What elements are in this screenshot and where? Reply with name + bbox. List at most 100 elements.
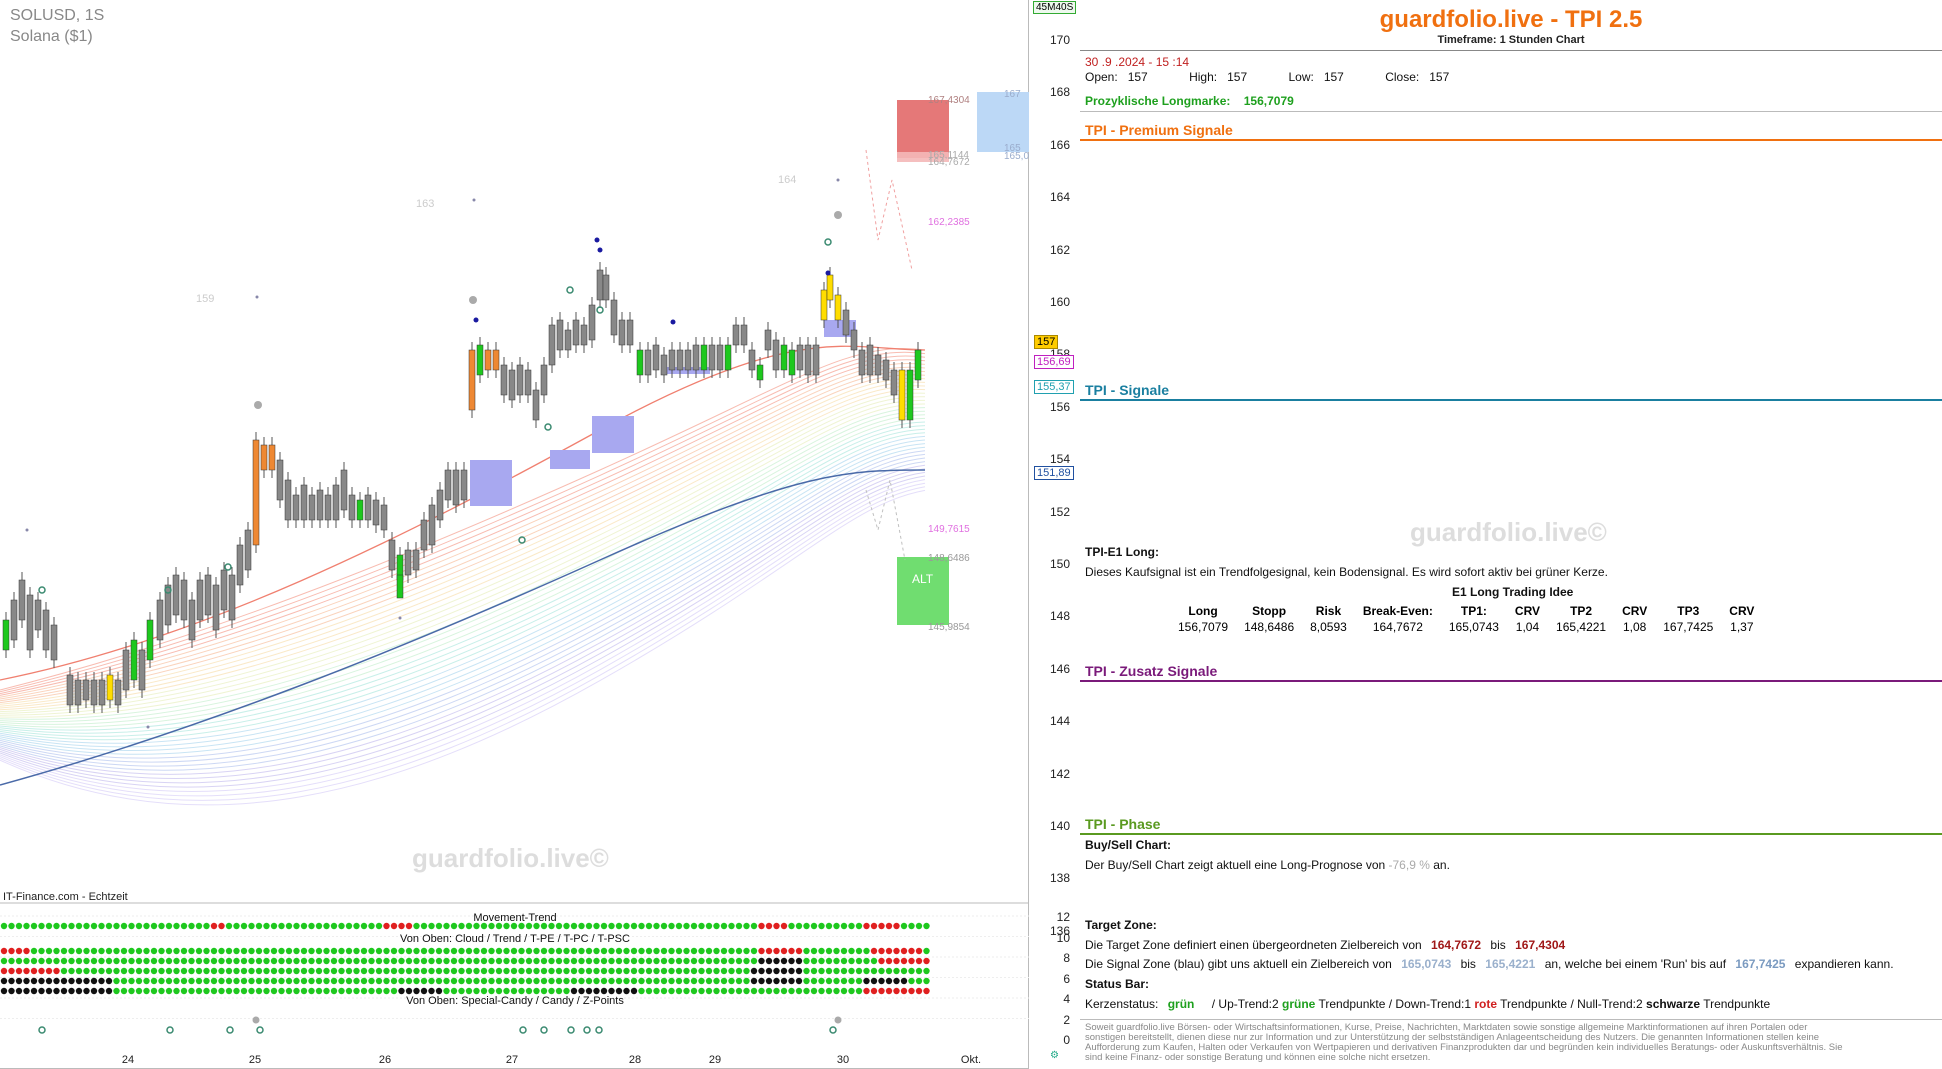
ma-ribbon: [0, 439, 926, 748]
signal-zone-to: 165,4221: [1485, 957, 1536, 971]
trend-dot: [660, 922, 668, 930]
candle-body: [652, 344, 660, 371]
signal-dot: [473, 317, 479, 323]
status-up-tail: Trendpunkte: [1318, 997, 1386, 1011]
trend-dot: [578, 967, 585, 975]
trend-dot: [383, 957, 390, 965]
x-axis-label: 27: [506, 1054, 518, 1066]
projection-line: [865, 149, 913, 271]
trend-dot: [53, 977, 60, 985]
symbol-label: SOLUSD, 1S: [10, 7, 105, 24]
trend-dot: [0, 947, 8, 955]
trend-dot: [458, 957, 465, 965]
trend-dot: [195, 987, 203, 995]
ma-ribbon: [0, 486, 926, 801]
trend-dot: [788, 967, 795, 975]
trend-dot: [248, 957, 255, 965]
trend-dot: [720, 922, 728, 930]
trend-dot: [90, 957, 98, 965]
trend-dot: [173, 922, 180, 930]
candle-body: [452, 469, 460, 506]
trend-dot: [413, 922, 420, 930]
trend-dot: [810, 922, 818, 930]
trend-dot: [840, 957, 848, 965]
candle-body: [804, 344, 812, 376]
trend-dot: [323, 967, 330, 975]
trend-dot: [345, 967, 353, 975]
trend-dot: [855, 957, 863, 965]
trend-dot: [233, 987, 240, 995]
signal-circle: [224, 563, 232, 571]
trend-dot: [15, 957, 23, 965]
trend-dot: [383, 967, 390, 975]
price-axis[interactable]: 45M40S 170168166164162160158156154152150…: [1030, 0, 1078, 1069]
trend-dot: [248, 987, 255, 995]
trend-dot: [420, 947, 428, 955]
ohlc-row: Open: 157 High: 157 Low: 157 Close: 157: [1085, 70, 1459, 84]
trend-dot: [105, 967, 113, 975]
trend-dot: [645, 987, 653, 995]
candle-body: [866, 344, 874, 376]
trend-dot: [180, 987, 188, 995]
y-tick-label: 164: [1049, 190, 1070, 205]
trend-dot: [653, 957, 660, 965]
trend-dot: [893, 922, 900, 930]
trend-dot: [45, 922, 53, 930]
table-cell: 1,04: [1515, 620, 1540, 634]
table-header-cell: CRV: [1622, 604, 1648, 618]
current-price-label: 157: [1034, 335, 1059, 349]
trend-dot: [608, 987, 615, 995]
trend-dot: [420, 977, 428, 985]
trend-dot: [900, 957, 908, 965]
trend-dot: [533, 977, 540, 985]
trend-dot: [908, 922, 915, 930]
candle-body: [114, 679, 122, 706]
candle-body: [404, 549, 412, 576]
trend-dot: [473, 977, 480, 985]
trend-dot: [68, 922, 75, 930]
trend-dot: [308, 977, 315, 985]
trend-dot: [795, 967, 803, 975]
table-header-cell: CRV: [1729, 604, 1755, 618]
target-to: 167,4304: [1515, 938, 1566, 952]
trend-dot: [570, 977, 578, 985]
trend-dot: [615, 987, 623, 995]
candle-body: [444, 469, 452, 501]
trend-dot: [270, 957, 278, 965]
candle-body: [476, 344, 484, 376]
demand-box: [592, 416, 634, 453]
y-tick-label: 170: [1049, 33, 1070, 47]
trend-dot: [420, 967, 428, 975]
trend-dot: [518, 947, 525, 955]
candle-body: [772, 339, 780, 371]
trend-dot: [660, 957, 668, 965]
trend-dot: [840, 922, 848, 930]
trend-dot: [68, 947, 75, 955]
settings-icon[interactable]: ⚙: [1050, 1050, 1059, 1061]
trend-dot: [278, 977, 285, 985]
candle-body: [324, 494, 332, 521]
trend-dot: [480, 977, 488, 985]
trend-dot: [300, 957, 308, 965]
candle-body: [196, 579, 204, 621]
candle-body: [66, 674, 74, 706]
trend-dot: [75, 987, 83, 995]
trend-dot: [893, 977, 900, 985]
candle-body: [858, 349, 866, 376]
buysell-heading: Buy/Sell Chart:: [1085, 838, 1172, 852]
trend-dot: [420, 987, 428, 995]
candle-body: [540, 364, 548, 396]
trend-dot: [503, 957, 510, 965]
trend-dot: [173, 967, 180, 975]
signal-circle: [596, 306, 604, 314]
candle-body: [180, 579, 188, 621]
signal-dot: [597, 247, 603, 253]
trend-dot: [585, 967, 593, 975]
trend-dot: [900, 967, 908, 975]
trend-dot: [705, 967, 713, 975]
chart-area[interactable]: 167,4304 167 165,1144 164,7672 165 165,0 162,2…: [0, 0, 1029, 1069]
trend-dot: [638, 977, 645, 985]
trend-dot: [645, 922, 653, 930]
zusatz-divider: [1080, 680, 1942, 682]
